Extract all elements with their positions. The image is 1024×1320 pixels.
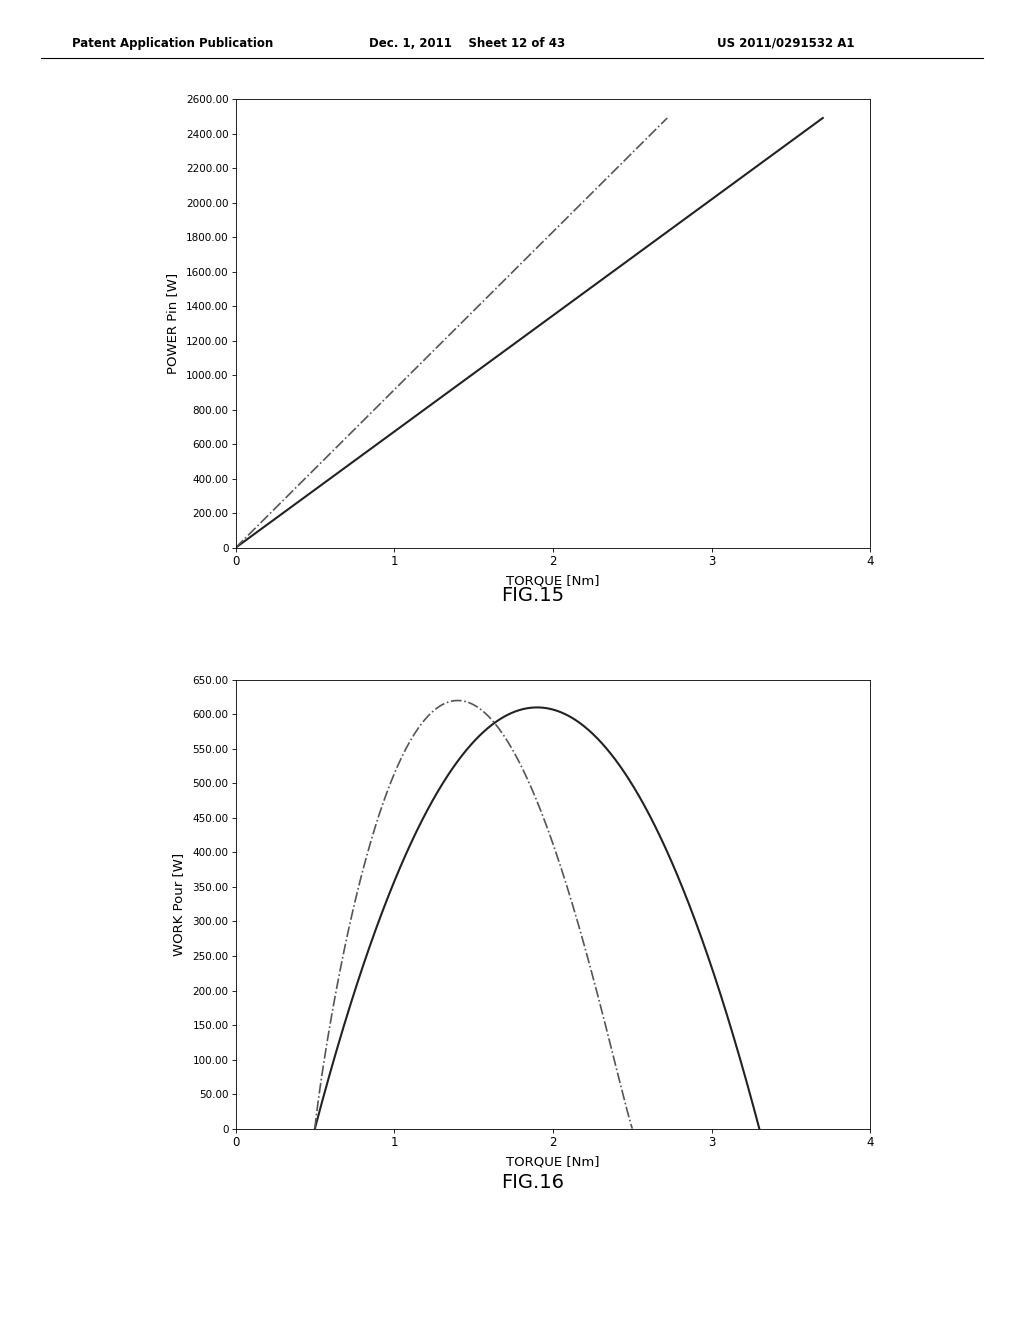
X-axis label: TORQUE [Nm]: TORQUE [Nm] — [506, 574, 600, 587]
X-axis label: TORQUE [Nm]: TORQUE [Nm] — [506, 1155, 600, 1168]
Text: FIG.16: FIG.16 — [501, 1173, 564, 1192]
Text: FIG.15: FIG.15 — [501, 586, 564, 605]
Text: Patent Application Publication: Patent Application Publication — [72, 37, 273, 50]
Text: US 2011/0291532 A1: US 2011/0291532 A1 — [717, 37, 854, 50]
Y-axis label: POWER Pin [W]: POWER Pin [W] — [166, 273, 179, 374]
Text: Dec. 1, 2011    Sheet 12 of 43: Dec. 1, 2011 Sheet 12 of 43 — [369, 37, 565, 50]
Y-axis label: WORK Pour [W]: WORK Pour [W] — [172, 853, 185, 956]
